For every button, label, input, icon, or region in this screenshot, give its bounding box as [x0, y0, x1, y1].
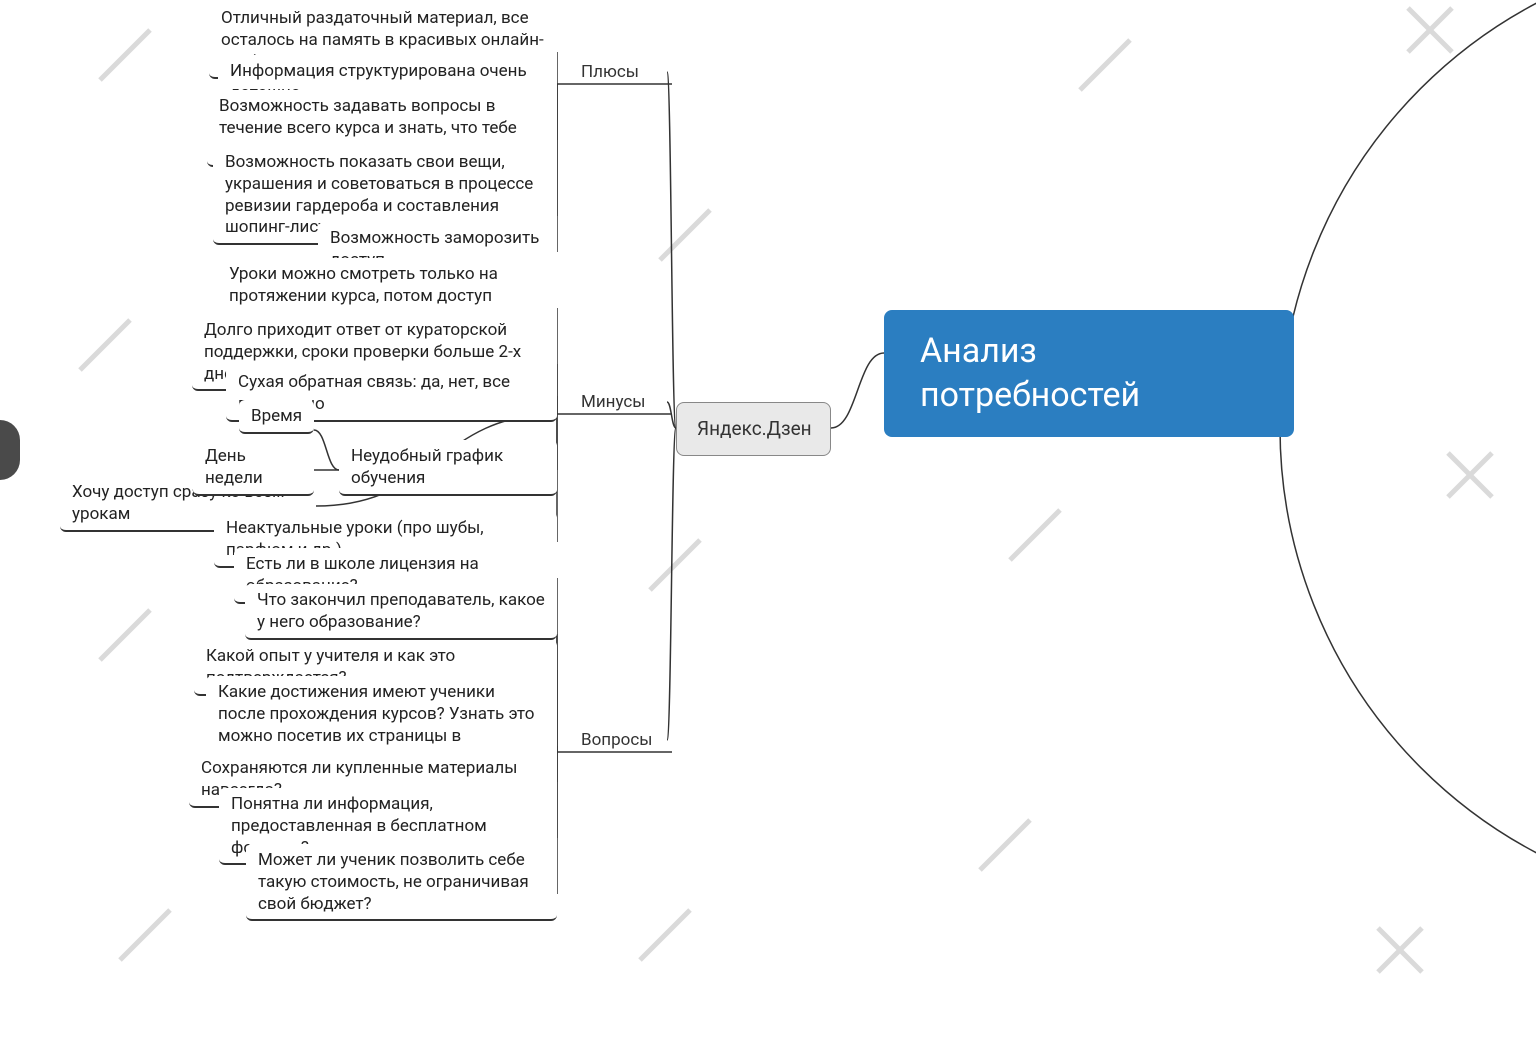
category-label-questions: Вопросы: [581, 730, 652, 750]
mindmap-canvas[interactable]: Анализ потребностейЯндекс.ДзенПлюсыОтлич…: [0, 0, 1536, 1045]
source-node[interactable]: Яндекс.Дзен: [676, 402, 831, 456]
root-node[interactable]: Анализ потребностей: [884, 310, 1294, 437]
leaf-node[interactable]: День недели: [193, 440, 314, 496]
leaf-node[interactable]: Время: [239, 400, 314, 434]
leaf-node[interactable]: Неудобный график обучения: [339, 440, 557, 496]
leaf-node[interactable]: Что закончил преподаватель, какое у него…: [245, 584, 557, 640]
category-label-pluses: Плюсы: [581, 62, 639, 82]
leaf-node[interactable]: Может ли ученик позволить себе такую сто…: [246, 844, 557, 921]
category-label-minuses: Минусы: [581, 392, 646, 412]
